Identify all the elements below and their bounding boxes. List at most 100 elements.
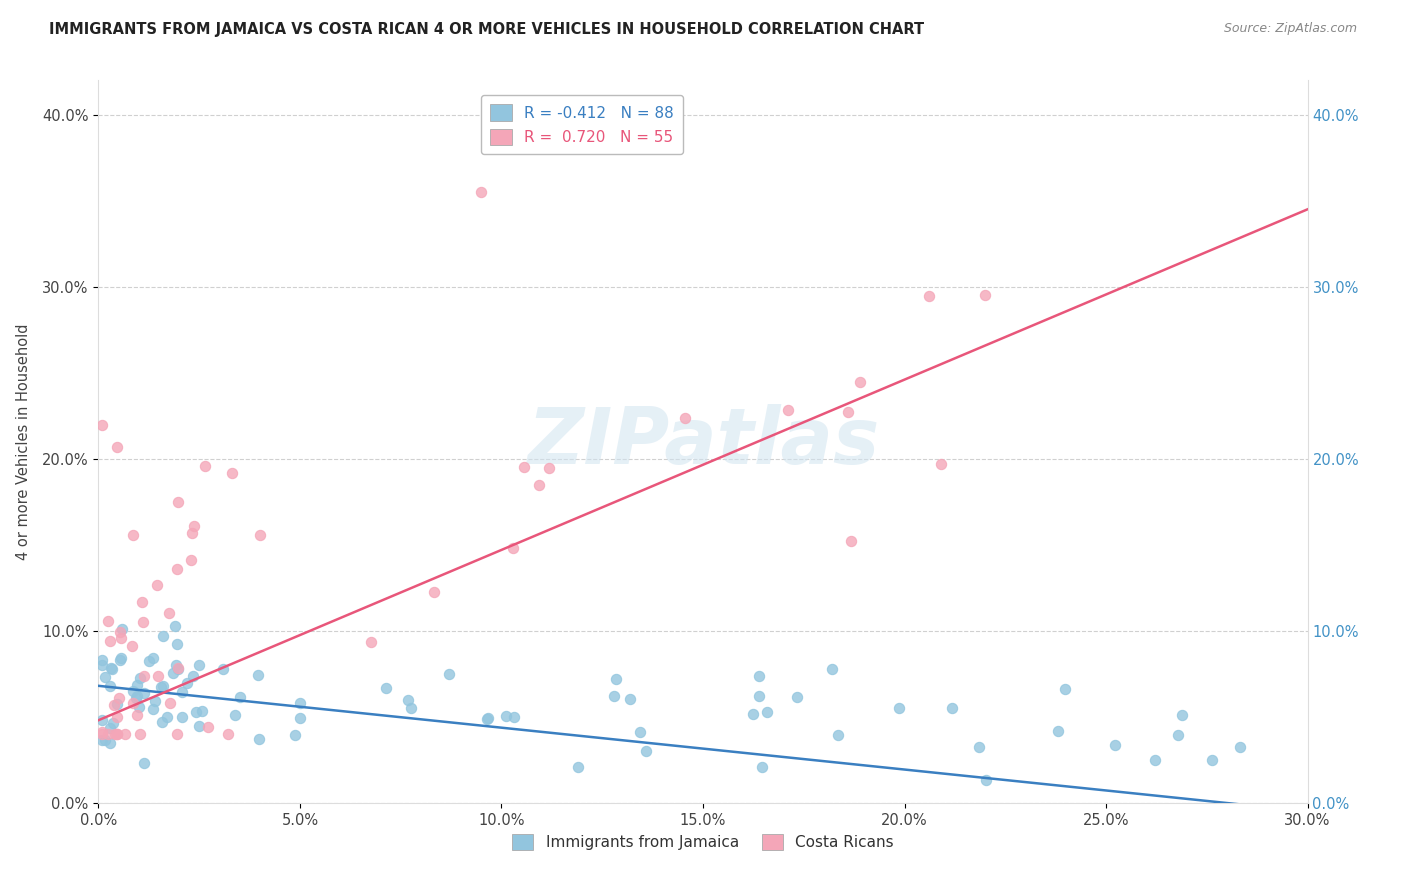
- Point: [152, 679, 174, 693]
- Point: [129, 671, 152, 685]
- Point: [211, 662, 233, 676]
- Point: [103, 716, 125, 731]
- Point: [605, 672, 627, 686]
- Point: [91, 658, 114, 673]
- Point: [194, 458, 217, 473]
- Point: [166, 662, 188, 676]
- Point: [122, 528, 145, 542]
- Point: [756, 705, 779, 719]
- Point: [423, 585, 446, 599]
- Point: [837, 405, 859, 419]
- Point: [974, 288, 997, 302]
- Point: [247, 731, 270, 746]
- Point: [97, 615, 120, 629]
- Point: [122, 684, 145, 698]
- Point: [100, 633, 122, 648]
- Point: [786, 690, 808, 704]
- Point: [636, 744, 658, 758]
- Point: [221, 466, 243, 480]
- Point: [110, 650, 132, 665]
- Point: [183, 519, 205, 533]
- Point: [103, 698, 125, 713]
- Point: [131, 595, 153, 609]
- Point: [166, 727, 188, 741]
- Point: [776, 403, 799, 417]
- Point: [149, 680, 172, 694]
- Point: [105, 441, 128, 455]
- Point: [941, 701, 963, 715]
- Point: [1143, 753, 1166, 767]
- Point: [475, 712, 498, 726]
- Point: [839, 534, 862, 549]
- Point: [152, 714, 174, 729]
- Point: [166, 637, 188, 651]
- Point: [567, 759, 589, 773]
- Point: [249, 528, 271, 542]
- Point: [105, 727, 128, 741]
- Text: Source: ZipAtlas.com: Source: ZipAtlas.com: [1223, 22, 1357, 36]
- Point: [181, 526, 204, 541]
- Point: [110, 632, 132, 646]
- Point: [91, 732, 114, 747]
- Point: [125, 689, 148, 703]
- Point: [742, 706, 765, 721]
- Point: [827, 728, 849, 742]
- Point: [887, 700, 910, 714]
- Point: [187, 719, 209, 733]
- Point: [619, 692, 641, 706]
- Point: [181, 669, 204, 683]
- Point: [108, 625, 131, 640]
- Point: [100, 661, 122, 675]
- Point: [159, 696, 181, 710]
- Point: [167, 495, 190, 509]
- Point: [176, 676, 198, 690]
- Point: [146, 578, 169, 592]
- Point: [121, 640, 143, 654]
- Point: [132, 615, 155, 629]
- Point: [1167, 728, 1189, 742]
- Y-axis label: 4 or more Vehicles in Household: 4 or more Vehicles in Household: [15, 323, 31, 560]
- Point: [107, 710, 129, 724]
- Legend: Immigrants from Jamaica, Costa Ricans: Immigrants from Jamaica, Costa Ricans: [506, 828, 900, 856]
- Point: [165, 658, 187, 673]
- Point: [91, 727, 114, 741]
- Point: [98, 679, 121, 693]
- Point: [470, 185, 492, 199]
- Point: [134, 669, 156, 683]
- Point: [170, 709, 193, 723]
- Point: [502, 541, 524, 555]
- Point: [108, 653, 131, 667]
- Point: [1201, 753, 1223, 767]
- Point: [97, 727, 120, 741]
- Point: [969, 740, 991, 755]
- Point: [105, 697, 128, 711]
- Point: [748, 669, 770, 683]
- Point: [375, 681, 398, 695]
- Point: [197, 720, 219, 734]
- Point: [94, 670, 117, 684]
- Point: [162, 665, 184, 680]
- Point: [184, 705, 207, 719]
- Point: [503, 710, 526, 724]
- Point: [1229, 739, 1251, 754]
- Point: [98, 721, 121, 735]
- Point: [284, 728, 307, 742]
- Point: [673, 411, 696, 425]
- Point: [224, 707, 246, 722]
- Point: [1170, 708, 1192, 723]
- Point: [142, 651, 165, 665]
- Point: [148, 668, 170, 682]
- Point: [152, 629, 174, 643]
- Point: [917, 289, 939, 303]
- Point: [1047, 723, 1070, 738]
- Point: [142, 701, 165, 715]
- Point: [134, 756, 156, 770]
- Point: [246, 668, 269, 682]
- Point: [1054, 682, 1077, 697]
- Point: [125, 708, 148, 723]
- Point: [821, 662, 844, 676]
- Point: [849, 375, 872, 389]
- Point: [748, 690, 770, 704]
- Point: [495, 708, 517, 723]
- Point: [163, 618, 186, 632]
